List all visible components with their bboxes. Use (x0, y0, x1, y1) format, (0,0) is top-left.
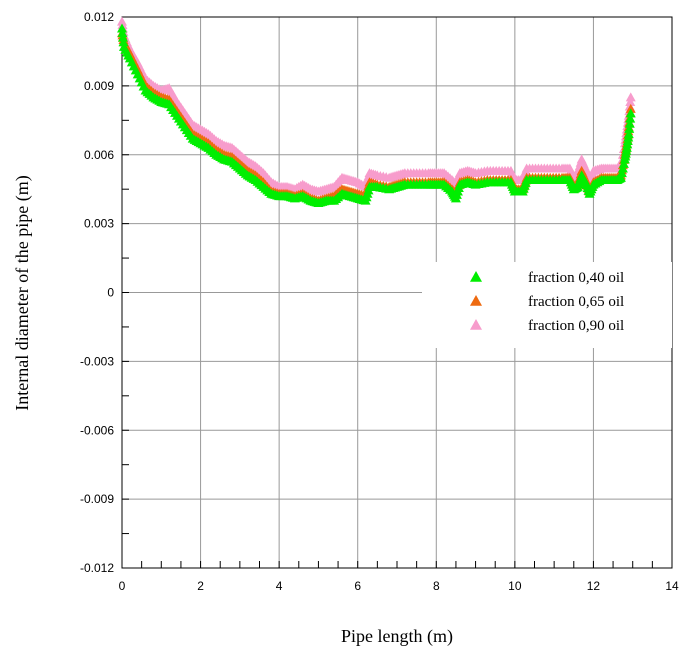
y-tick-label: 0.006 (84, 148, 114, 162)
x-tick-label: 2 (197, 579, 204, 593)
x-tick-label: 8 (433, 579, 440, 593)
legend: fraction 0,40 oil fraction 0,65 oil fracti… (422, 262, 672, 348)
data-point (625, 92, 636, 102)
legend-label: fraction 0,90 oil (528, 318, 624, 334)
legend-label: fraction 0,65 oil (528, 294, 624, 310)
y-axis-title: Internal diameter of the pipe (m) (12, 175, 33, 410)
minor-ticks (121, 16, 673, 569)
series-2 (117, 16, 636, 196)
y-tick-label: 0.009 (84, 79, 114, 93)
data-series (117, 16, 636, 207)
y-tick-label: 0 (107, 286, 114, 300)
legend-marker (470, 271, 482, 282)
y-tick-labels: -0.012 -0.009 -0.006 -0.003 0 0.003 0.006 0.009… (80, 10, 114, 575)
y-tick-label: -0.009 (80, 492, 114, 506)
legend-marker (470, 295, 482, 306)
y-tick-label: 0.012 (84, 10, 114, 24)
data-point (623, 129, 634, 139)
data-point (625, 96, 636, 106)
legend-marker (470, 319, 482, 330)
data-point (118, 37, 129, 47)
data-point (624, 123, 635, 133)
x-tick-label: 14 (665, 579, 679, 593)
x-axis-title: Pipe length (m) (341, 626, 453, 647)
y-tick-label: -0.012 (80, 561, 114, 575)
x-tick-label: 0 (119, 579, 126, 593)
x-tick-label: 6 (354, 579, 361, 593)
y-tick-label: -0.006 (80, 423, 114, 437)
data-point (117, 28, 128, 38)
data-point (117, 23, 127, 33)
series-0 (117, 23, 636, 207)
data-point (117, 32, 128, 42)
data-point (625, 108, 636, 118)
data-point (625, 103, 636, 113)
data-point (618, 158, 629, 168)
data-point (625, 113, 636, 123)
x-tick-label: 12 (587, 579, 601, 593)
data-point (616, 168, 627, 178)
legend-label: fraction 0,40 oil (528, 270, 624, 286)
legend-box (422, 262, 672, 348)
data-point (615, 172, 626, 182)
data-point (624, 118, 635, 128)
x-tick-label: 10 (508, 579, 522, 593)
y-tick-label: 0.003 (84, 217, 114, 231)
data-point (617, 163, 628, 173)
y-tick-label: -0.003 (80, 354, 114, 368)
x-tick-label: 4 (276, 579, 283, 593)
x-tick-labels: 0 2 4 6 8 10 12 14 (119, 579, 679, 593)
